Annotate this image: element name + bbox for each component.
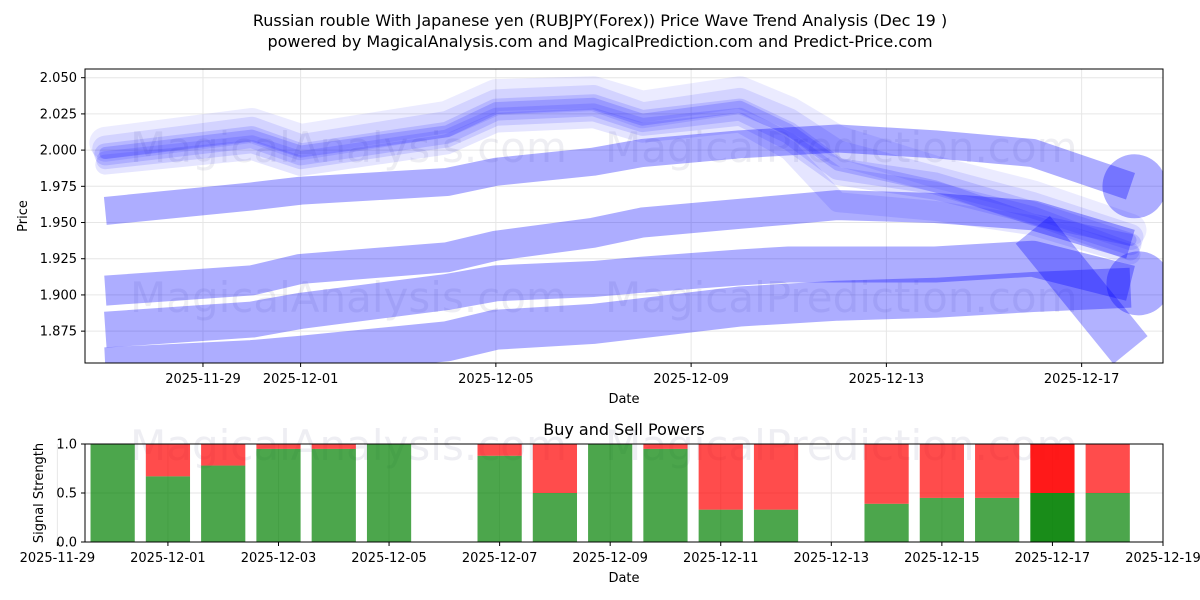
sell-bar (201, 444, 246, 466)
buy-bar (864, 503, 909, 542)
wave-band-projection-4 (104, 267, 1132, 363)
top-y-tick-label: 1.975 (40, 180, 77, 195)
bottom-x-tick-label: 2025-12-03 (241, 551, 317, 566)
buy-bar (366, 444, 412, 542)
wave-band-projection-3 (104, 240, 1135, 348)
top-plot-frame (84, 68, 1164, 364)
sell-bar (753, 444, 799, 510)
watermark-text: MagicalPrediction.com (605, 273, 1078, 322)
sell-bar (311, 444, 356, 449)
top-x-tick-label: 2025-11-29 (165, 372, 241, 387)
top-y-tick-label: 2.050 (40, 71, 77, 86)
buy-bar (975, 497, 1020, 542)
top-y-tick-label: 1.925 (40, 252, 77, 267)
wave-band-projection-1 (103, 124, 1136, 225)
sell-bar (919, 444, 964, 498)
bottom-x-tick-label: 2025-12-05 (351, 551, 427, 566)
projection-end-cap (1102, 154, 1163, 219)
bottom-x-tick-label: 2025-12-11 (683, 551, 759, 566)
bottom-y-tick-label: 0.0 (56, 536, 77, 551)
wave-band-wave-2 (92, 85, 1144, 250)
buy-bar (311, 448, 356, 542)
bottom-y-tick-label: 0.5 (56, 487, 77, 502)
sell-bar (698, 444, 743, 510)
buy-bar (1030, 493, 1075, 542)
top-x-tick-label: 2025-12-01 (263, 372, 339, 387)
bottom-x-tick-label: 2025-12-07 (462, 551, 538, 566)
sell-bar (1085, 444, 1130, 493)
bottom-chart-title: Buy and Sell Powers (543, 420, 705, 439)
wave-band-wave-6 (95, 108, 1141, 265)
wave-band-wave-4 (99, 97, 1137, 246)
wave-band-wave-1 (94, 94, 1142, 256)
bottom-x-tick-label: 2025-12-01 (130, 551, 206, 566)
bottom-x-tick-label: 2025-11-29 (20, 551, 96, 566)
buy-bar (588, 444, 633, 542)
top-y-tick-label: 1.900 (40, 288, 77, 303)
buy-bar (145, 476, 191, 542)
bottom-x-tick-label: 2025-12-09 (572, 551, 648, 566)
bottom-x-tick-label: 2025-12-17 (1015, 551, 1091, 566)
top-y-axis-label: Price (16, 200, 31, 232)
buy-bar (698, 509, 743, 542)
bottom-x-axis-label: Date (608, 571, 639, 586)
bottom-y-axis-label: Signal Strength (32, 443, 47, 543)
bottom-x-tick-label: 2025-12-19 (1125, 551, 1200, 566)
sell-bar (975, 444, 1020, 498)
top-x-axis-label: Date (608, 392, 639, 407)
sell-bar (532, 444, 578, 493)
wave-band-wave-5 (89, 76, 1147, 246)
projection-end-cap (1106, 251, 1163, 316)
chart-title-line1: Russian rouble With Japanese yen (RUBJPY… (253, 11, 947, 30)
buy-bar (201, 465, 246, 542)
buy-bar (532, 493, 578, 542)
buy-bar (919, 497, 964, 542)
wave-band-projection-2 (104, 190, 1135, 306)
watermark-text: MagicalAnalysis.com (130, 123, 567, 172)
top-x-tick-label: 2025-12-13 (849, 372, 925, 387)
buy-bar (643, 448, 688, 542)
buy-bar (90, 444, 135, 542)
sell-bar (477, 444, 522, 456)
top-y-tick-label: 1.950 (40, 216, 77, 231)
wave-band-wave-3 (96, 103, 1140, 261)
top-y-tick-label: 1.875 (40, 325, 77, 340)
bottom-x-tick-label: 2025-12-15 (904, 551, 980, 566)
wave-band-projection-5 (1015, 215, 1148, 363)
price-wave-plot: MagicalAnalysis.com MagicalPrediction.com… (16, 68, 1164, 407)
sell-bar (864, 444, 909, 504)
chart-title-line2: powered by MagicalAnalysis.com and Magic… (267, 32, 932, 51)
top-y-tick-label: 2.025 (40, 107, 77, 122)
signal-bars (90, 444, 1130, 542)
top-x-tick-label: 2025-12-09 (653, 372, 729, 387)
buy-bar (753, 509, 799, 542)
top-x-tick-label: 2025-12-05 (458, 372, 534, 387)
buy-sell-plot: MagicalAnalysis.comMagicalPrediction.com… (20, 420, 1200, 586)
bottom-x-tick-label: 2025-12-13 (794, 551, 870, 566)
top-y-tick-label: 2.000 (40, 144, 77, 159)
wave-bands (89, 76, 1163, 363)
buy-bar (477, 455, 522, 542)
sell-bar (1030, 444, 1075, 493)
top-x-tick-label: 2025-12-17 (1044, 372, 1120, 387)
bottom-y-tick-label: 1.0 (56, 438, 77, 453)
sell-bar (643, 444, 688, 449)
sell-bar (256, 444, 301, 449)
sell-bar (145, 444, 191, 477)
watermark-text: MagicalAnalysis.com (130, 273, 567, 322)
buy-bar (1085, 493, 1130, 542)
buy-bar (256, 448, 301, 542)
watermark-text: MagicalPrediction.com (605, 123, 1078, 172)
